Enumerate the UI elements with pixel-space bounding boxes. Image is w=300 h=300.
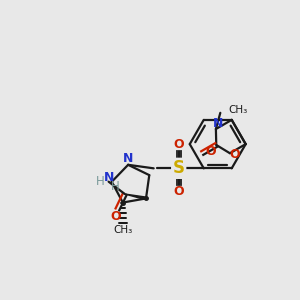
- Text: N: N: [213, 117, 224, 130]
- Text: N: N: [123, 152, 133, 165]
- Text: O: O: [173, 185, 184, 198]
- Text: H: H: [96, 175, 105, 188]
- Text: CH₃: CH₃: [113, 225, 132, 235]
- Text: S: S: [173, 159, 185, 177]
- Text: O: O: [173, 138, 184, 151]
- Text: N: N: [103, 171, 114, 184]
- Text: O: O: [111, 210, 121, 223]
- Polygon shape: [125, 194, 146, 200]
- Text: H: H: [111, 180, 119, 193]
- Text: O: O: [205, 145, 216, 158]
- Text: O: O: [230, 148, 241, 161]
- Text: CH₃: CH₃: [229, 105, 248, 115]
